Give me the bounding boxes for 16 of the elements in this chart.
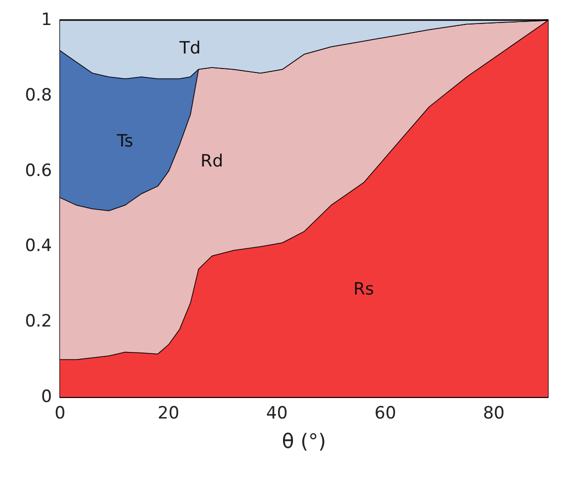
series-label: Td — [178, 38, 201, 58]
y-tick-label: 0 — [41, 387, 52, 407]
y-tick-label: 1 — [41, 10, 52, 30]
series-label: Ts — [116, 132, 134, 152]
x-tick-label: 40 — [266, 404, 288, 424]
y-tick-label: 0.4 — [24, 236, 52, 256]
y-tick-label: 0.2 — [24, 312, 52, 332]
x-tick-label: 0 — [54, 404, 66, 424]
y-tick-label: 0.6 — [24, 160, 52, 181]
series-label: Rs — [353, 280, 374, 300]
x-tick-label: 80 — [482, 404, 505, 424]
x-axis-title: θ (°) — [282, 429, 326, 453]
series-label: Rd — [200, 151, 224, 172]
y-tick-label: 0.8 — [24, 85, 52, 106]
x-tick-label: 20 — [158, 404, 180, 424]
x-tick-label: 60 — [374, 404, 396, 424]
